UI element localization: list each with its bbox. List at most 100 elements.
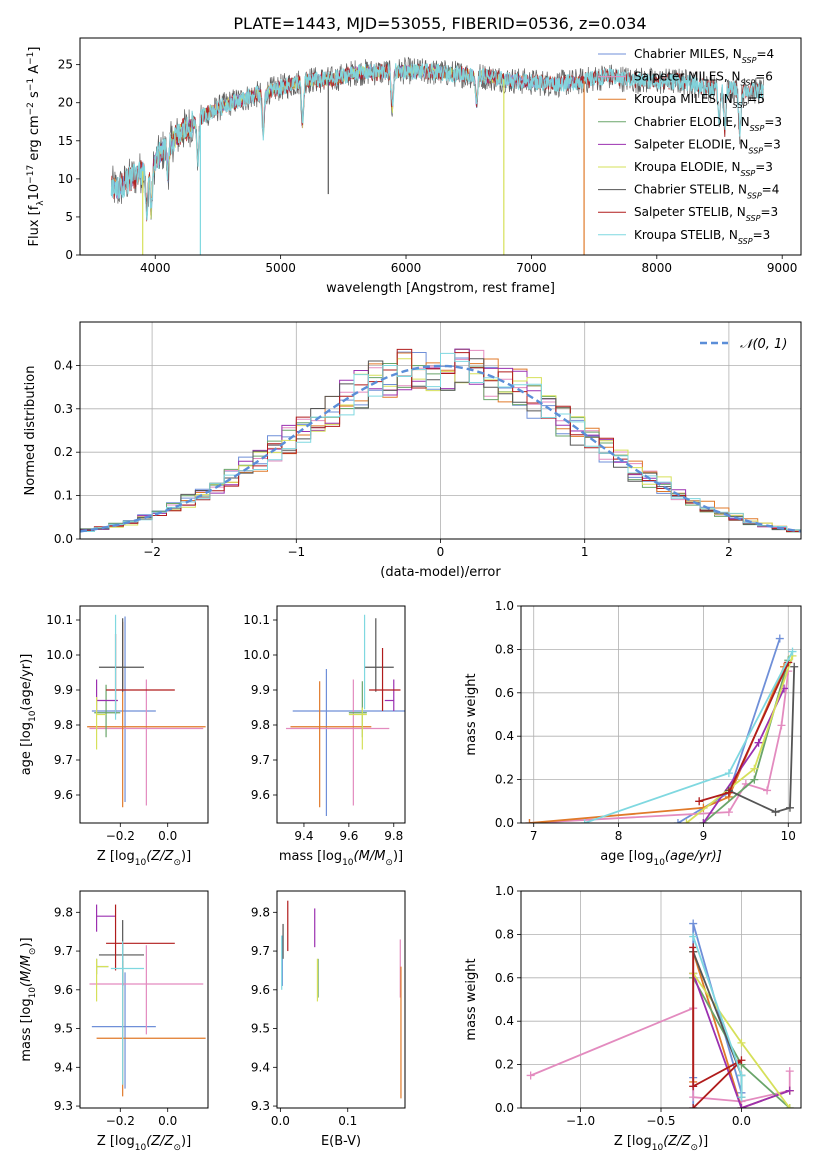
y-tick-label: 0.1 bbox=[54, 489, 73, 503]
legend-label-suffix: =3 bbox=[760, 205, 778, 219]
weight-marker-kroupa-elodie bbox=[682, 819, 691, 823]
label-text: 10 bbox=[27, 184, 42, 201]
label-italic: (Z/Z bbox=[146, 849, 174, 864]
x-axis-label: mass [log10(M/M⊙)] bbox=[279, 849, 403, 868]
x-tick-label: 2 bbox=[725, 545, 733, 559]
label-superscript: −1 bbox=[26, 52, 36, 65]
x-tick-label: −1.0 bbox=[566, 1114, 595, 1128]
legend-label: Chabrier STELIB, NSSP=4 bbox=[634, 183, 779, 201]
weight-marker-salpeter-stelib bbox=[689, 943, 698, 952]
errorbar-kroupa-stelib bbox=[110, 941, 144, 1085]
legend-label-subscript: SSP bbox=[750, 123, 765, 132]
y-tick-label: 10.1 bbox=[243, 613, 270, 627]
errorbar-chabrier-stelib bbox=[364, 618, 394, 692]
label-subscript: 10 bbox=[28, 987, 38, 999]
x-tick-label: −1 bbox=[287, 545, 305, 559]
errorbar-salpeter-elodie bbox=[384, 679, 395, 711]
label-italic: (M/M bbox=[354, 849, 386, 864]
y-tick-label: 0.8 bbox=[495, 927, 514, 941]
legend-label: Salpeter ELODIE, NSSP=3 bbox=[634, 137, 781, 155]
weight-marker-chabrier-stelib bbox=[771, 808, 780, 817]
label-subscript: ⊙ bbox=[28, 948, 38, 956]
label-italic: (age/yr)] bbox=[665, 849, 722, 864]
y-tick-label: 9.6 bbox=[54, 788, 73, 802]
y-tick-label: 9.9 bbox=[251, 683, 270, 697]
weight-marker-salpeter-elodie bbox=[785, 1086, 794, 1095]
y-tick-label: 20 bbox=[58, 96, 73, 110]
axes-frame bbox=[520, 605, 802, 824]
axes-residuals: −2 −1 0 1 2 0.0 0.1 0.2 0.3 0.4 𝒩(0, 1) (data-model… bbox=[23, 321, 802, 580]
plot-area-spectrum bbox=[110, 56, 764, 255]
x-tick-label: 4000 bbox=[140, 261, 171, 275]
legend-label-text: Chabrier ELODIE, N bbox=[634, 115, 750, 129]
legend-label-gaussian: 𝒩(0, 1) bbox=[740, 337, 787, 352]
figure-title: PLATE=1443, MJD=53055, FIBERID=0536, z=0… bbox=[233, 14, 646, 33]
x-axis-label: E(B-V) bbox=[321, 1134, 361, 1149]
label-subscript: 10 bbox=[342, 858, 354, 868]
plot-area-residuals bbox=[80, 348, 801, 535]
y-tick-label: 0.4 bbox=[54, 358, 73, 372]
y-tick-label: 9.7 bbox=[54, 944, 73, 958]
y-tick-label: 0.0 bbox=[495, 816, 514, 830]
plots-layer: 4000 5000 6000 7000 8000 90000510152025wavele… bbox=[19, 37, 802, 1153]
y-tick-label: 0.2 bbox=[495, 773, 514, 787]
y-tick-label: 9.6 bbox=[54, 983, 73, 997]
weight-line-salpeter-elodie bbox=[692, 973, 791, 1108]
x-axis-label: (data-model)/error bbox=[380, 565, 501, 580]
legend-label-text: Salpeter ELODIE, N bbox=[634, 137, 748, 151]
legend-label-suffix: =3 bbox=[763, 137, 781, 151]
legend-label-subscript: SSP bbox=[746, 214, 761, 223]
label-text: Flux [f bbox=[27, 205, 42, 246]
axes-spectrum: 4000 5000 6000 7000 8000 9000 0 5 10 15 20 25 wavele… bbox=[26, 37, 802, 296]
x-tick-label: 9.8 bbox=[384, 829, 403, 843]
weight-marker-kroupa-elodie bbox=[750, 764, 759, 773]
errorbar-kroupa-elodie bbox=[95, 958, 109, 1002]
y-tick-label: 1.0 bbox=[495, 884, 514, 898]
x-tick-label: −2 bbox=[143, 545, 161, 559]
errorbar-salpeter-elodie bbox=[95, 904, 116, 932]
x-tick-label: −0.2 bbox=[106, 1114, 135, 1128]
axes-age_vs_Z: −0.2 0.09.69.79.89.910.010.1Z [log10(Z/Z⊙… bbox=[19, 605, 209, 868]
legend-label: Chabrier ELODIE, NSSP=3 bbox=[634, 115, 782, 133]
weight-marker-chabrier-stelib bbox=[790, 662, 799, 671]
label-text: )] bbox=[698, 1134, 708, 1149]
weight-marker-kroupa-elodie bbox=[785, 1104, 794, 1108]
label-text: (age/yr)] bbox=[19, 654, 34, 711]
label-subscript: 10 bbox=[28, 710, 38, 722]
weight-marker-salpeter-stelib bbox=[689, 1104, 698, 1108]
y-tick-label: 5 bbox=[65, 210, 73, 224]
weight-marker-salpeter-miles bbox=[689, 1093, 698, 1102]
weight-marker-salpeter-miles bbox=[763, 786, 772, 795]
axes-frame bbox=[276, 605, 406, 824]
weight-marker-kroupa-stelib bbox=[689, 932, 698, 941]
label-subscript: ⊙ bbox=[173, 858, 181, 868]
y-tick-label: 9.8 bbox=[251, 718, 270, 732]
y-axis-label: Normed distribution bbox=[23, 366, 38, 496]
weight-line-chabrier-stelib bbox=[728, 666, 796, 814]
weight-marker-salpeter-stelib bbox=[724, 788, 733, 797]
legend-label-suffix: =5 bbox=[747, 92, 765, 106]
label-text: mass [log bbox=[279, 849, 342, 864]
weight-marker-kroupa-stelib bbox=[737, 1093, 746, 1102]
legend-label-suffix: =4 bbox=[762, 183, 780, 197]
y-tick-label: 9.9 bbox=[54, 683, 73, 697]
x-tick-label: 9 bbox=[700, 829, 708, 843]
y-tick-label: 0 bbox=[65, 248, 73, 262]
y-tick-label: 9.4 bbox=[251, 1060, 270, 1074]
label-italic: (Z/Z bbox=[663, 1134, 691, 1149]
x-tick-label: 8 bbox=[615, 829, 623, 843]
label-text: )] bbox=[181, 1134, 191, 1149]
legend-label-suffix: =3 bbox=[753, 228, 771, 242]
y-tick-label: 0.6 bbox=[495, 971, 514, 985]
x-tick-label: 8000 bbox=[642, 261, 673, 275]
weight-marker-salpeter-stelib bbox=[689, 1082, 698, 1091]
x-axis-label: wavelength [Angstrom, rest frame] bbox=[326, 281, 555, 296]
legend-label-text: Salpeter MILES, N bbox=[634, 70, 741, 84]
x-tick-label: −0.2 bbox=[106, 829, 135, 843]
legend-label: Kroupa ELODIE, NSSP=3 bbox=[634, 160, 773, 178]
weight-marker-chabrier-miles bbox=[673, 819, 682, 823]
legend-label-text: Kroupa ELODIE, N bbox=[634, 160, 741, 174]
legend-label-subscript: SSP bbox=[741, 169, 756, 178]
